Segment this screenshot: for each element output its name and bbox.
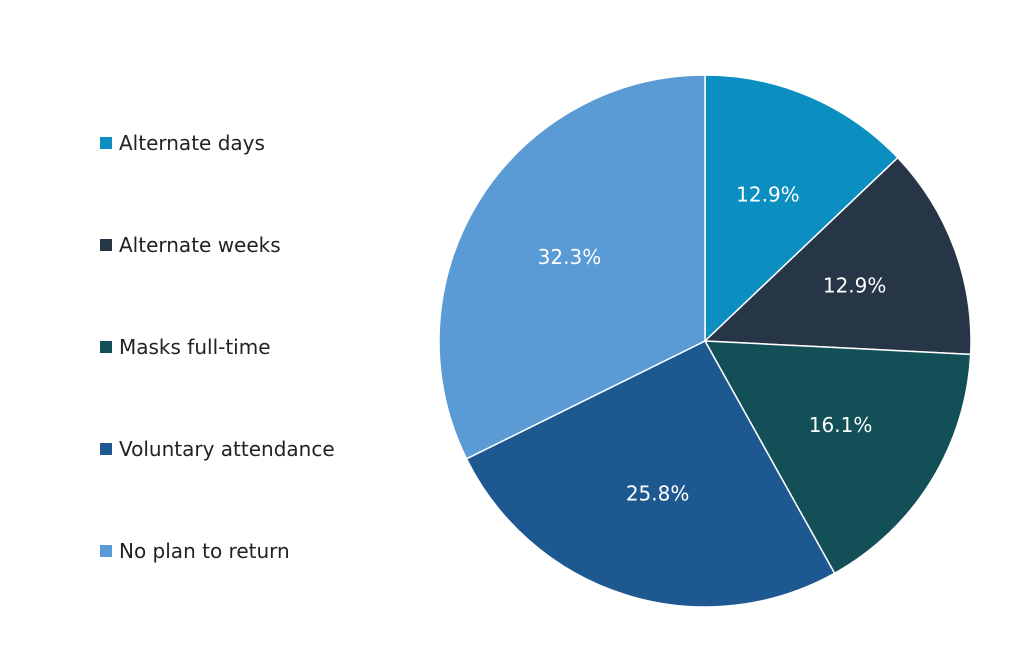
pie-slice-voluntary-attendance: [465, 340, 836, 608]
pie-slices: [438, 74, 972, 608]
data-label-alternate-days: 12.9%: [736, 182, 800, 206]
pie-slice-masks-full-time: [703, 340, 972, 575]
legend-item-alternate-days: Alternate days: [100, 131, 265, 155]
pie-data-labels: 12.9% 12.9% 16.1% 25.8% 32.3%: [538, 182, 887, 505]
data-label-voluntary-attendance: 25.8%: [626, 481, 690, 505]
legend-item-masks-full-time: Masks full-time: [100, 335, 271, 359]
pie-slice-alternate-weeks: [703, 156, 972, 356]
legend-item-voluntary-attendance: Voluntary attendance: [100, 437, 335, 461]
legend-swatch-no-plan-to-return: [100, 545, 112, 557]
data-label-masks-full-time: 16.1%: [809, 413, 873, 437]
pie-slice-alternate-days: [704, 74, 899, 343]
legend-label-alternate-days: Alternate days: [119, 131, 265, 155]
legend-swatch-alternate-weeks: [100, 239, 112, 251]
legend-item-alternate-weeks: Alternate weeks: [100, 233, 281, 257]
legend-label-voluntary-attendance: Voluntary attendance: [119, 437, 335, 461]
legend: Alternate days Alternate weeks Masks full-…: [100, 131, 335, 563]
data-label-alternate-weeks: 12.9%: [823, 274, 887, 298]
data-label-no-plan-to-return: 32.3%: [538, 245, 602, 269]
legend-label-no-plan-to-return: No plan to return: [119, 539, 290, 563]
legend-swatch-voluntary-attendance: [100, 443, 112, 455]
legend-label-masks-full-time: Masks full-time: [119, 335, 271, 359]
legend-swatch-masks-full-time: [100, 341, 112, 353]
pie-slice-no-plan-to-return: [438, 74, 706, 460]
legend-swatch-alternate-days: [100, 137, 112, 149]
legend-label-alternate-weeks: Alternate weeks: [119, 233, 281, 257]
legend-item-no-plan-to-return: No plan to return: [100, 539, 290, 563]
